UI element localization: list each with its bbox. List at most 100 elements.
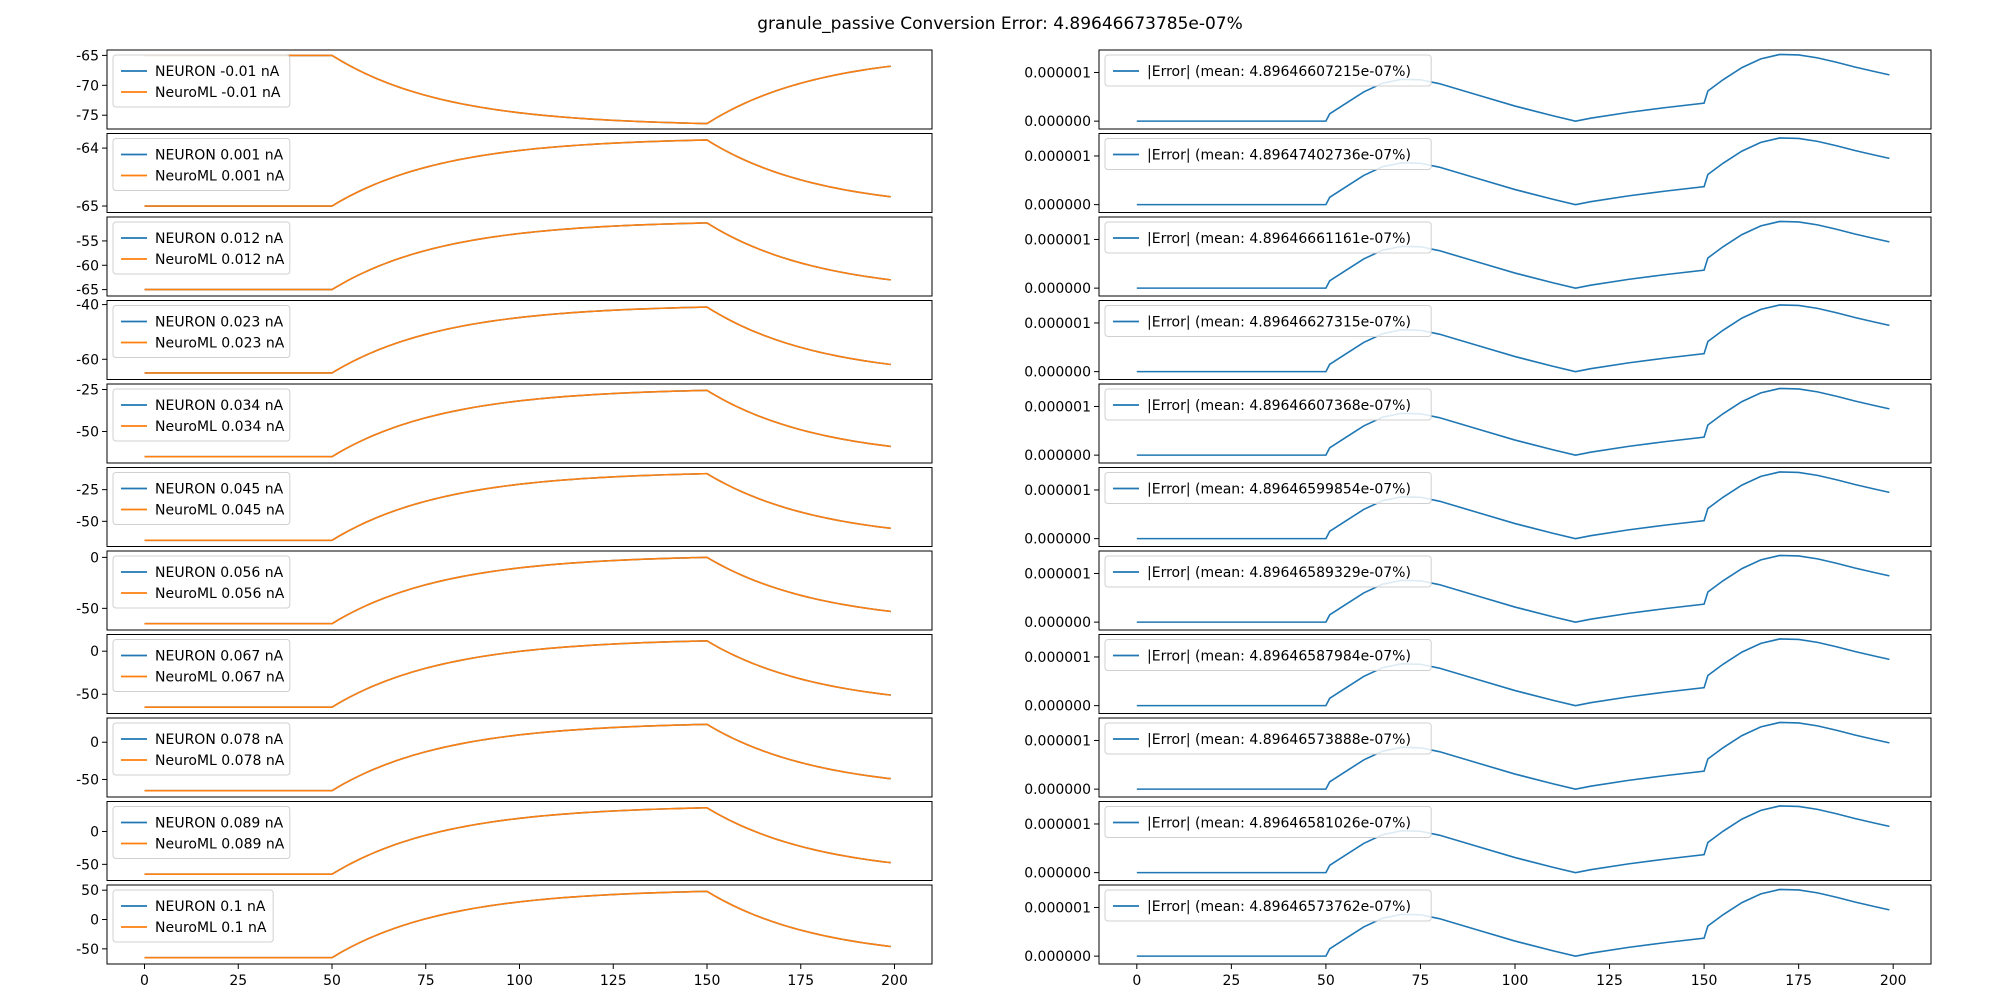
axes-frame [1098, 634, 1932, 714]
legend-box [112, 54, 291, 108]
legend-label: |Error| (mean: 4.89647402736e-07%) [1147, 148, 1411, 164]
y-tick-label: 0.000001 [1024, 316, 1091, 332]
legend-box [112, 221, 291, 275]
legend-label: |Error| (mean: 4.89646661161e-07%) [1147, 231, 1411, 247]
legend-box [112, 555, 291, 609]
legend-label: NEURON -0.01 nA [155, 64, 280, 80]
legend-label: NEURON 0.089 nA [155, 816, 284, 832]
y-tick-label: -50 [76, 772, 99, 788]
legend-label: NEURON 0.012 nA [155, 231, 284, 247]
voltage-panel-7: 0 -50 NEURON 0.067 nA NeuroML 0.067 nA [76, 634, 933, 714]
y-tick-label: 0.000001 [1024, 900, 1091, 916]
legend-label: NEURON 0.023 nA [155, 315, 284, 331]
legend-box [1104, 388, 1432, 421]
legend-label: NeuroML 0.089 nA [155, 837, 285, 853]
y-tick-label: -50 [76, 687, 99, 703]
neuroml-trace [144, 389, 891, 458]
y-tick-label: 0 [90, 644, 99, 660]
legend-label: NeuroML 0.023 nA [155, 336, 285, 352]
axes-frame [106, 801, 933, 881]
y-tick-label: -60 [76, 352, 99, 368]
x-tick-label: 200 [881, 973, 908, 989]
voltage-panel-4: -25 -50 NEURON 0.034 nA NeuroML 0.034 nA [76, 383, 933, 464]
error-panel-1: 0.000000 0.000001 |Error| (mean: 4.8964740… [1024, 133, 1932, 214]
voltage-panel-3: -40 -60 NEURON 0.023 nA NeuroML 0.023 nA [76, 298, 933, 380]
legend-box [112, 806, 291, 859]
x-tick-label: 125 [600, 973, 627, 989]
y-tick-label: 0.000000 [1024, 782, 1091, 798]
error-trace [1136, 554, 1890, 623]
legend-label: NeuroML 0.067 nA [155, 670, 285, 686]
legend-box [1104, 889, 1432, 922]
x-tick-label: 50 [323, 973, 341, 989]
error-trace [1136, 471, 1890, 540]
y-tick-label: 0.000001 [1024, 733, 1091, 749]
x-tick-label: 0 [140, 973, 149, 989]
legend-label: NeuroML -0.01 nA [155, 85, 281, 101]
axes-frame [106, 300, 933, 380]
y-tick-label: 0 [90, 550, 99, 566]
neuroml-trace [144, 306, 891, 374]
y-tick-label: 0.000000 [1024, 198, 1091, 214]
neuroml-trace [144, 806, 891, 876]
axes-frame [1098, 49, 1932, 130]
y-tick-label: 0.000001 [1024, 483, 1091, 499]
y-tick-label: 0.000001 [1024, 817, 1091, 833]
error-panel-6: 0.000000 0.000001 |Error| (mean: 4.8964658… [1024, 550, 1932, 631]
legend-label: NeuroML 0.056 nA [155, 586, 285, 602]
legend-label: NEURON 0.078 nA [155, 732, 284, 748]
legend-box [1104, 54, 1432, 87]
axes-frame [1098, 717, 1932, 798]
error-trace [1136, 387, 1890, 456]
axes-frame [1098, 133, 1932, 213]
legend-label: |Error| (mean: 4.89646573888e-07%) [1147, 732, 1411, 748]
x-tick-label: 100 [1502, 973, 1529, 989]
legend-box [1104, 806, 1432, 838]
y-tick-label: 50 [81, 883, 99, 899]
neuroml-trace [144, 222, 891, 291]
y-tick-label: 0 [90, 913, 99, 929]
x-tick-label: 100 [506, 973, 533, 989]
legend-label: NeuroML 0.045 nA [155, 503, 285, 519]
legend-label: NeuroML 0.012 nA [155, 252, 285, 268]
error-panel-10: 0.000000 0.000001 |Error| (mean: 4.8964657… [1024, 884, 1932, 989]
legend-label: NeuroML 0.034 nA [155, 419, 285, 435]
error-panel-5: 0.000000 0.000001 |Error| (mean: 4.8964659… [1024, 467, 1932, 548]
voltage-panel-1: -64 -65 NEURON 0.001 nA NeuroML 0.001 nA [76, 133, 933, 215]
neuroml-trace [144, 890, 891, 959]
legend-box [112, 472, 291, 525]
error-trace [1136, 721, 1890, 790]
axes-frame [1098, 801, 1932, 881]
y-tick-label: -50 [76, 601, 99, 617]
y-tick-label: 0.000000 [1024, 448, 1091, 464]
legend-box [112, 639, 291, 692]
y-tick-label: -25 [76, 383, 99, 399]
x-tick-label: 200 [1880, 973, 1907, 989]
y-tick-label: 0.000001 [1024, 232, 1091, 248]
error-panel-0: 0.000000 0.000001 |Error| (mean: 4.8964660… [1024, 49, 1932, 130]
voltage-panel-9: 0 -50 NEURON 0.089 nA NeuroML 0.089 nA [76, 801, 933, 881]
y-tick-label: 0.000000 [1024, 699, 1091, 715]
error-trace [1136, 304, 1890, 373]
y-tick-label: 0.000000 [1024, 866, 1091, 882]
error-trace [1136, 888, 1890, 957]
neuroml-trace [144, 723, 891, 792]
error-trace [1136, 137, 1890, 206]
error-trace [1136, 638, 1890, 707]
y-tick-label: -50 [76, 857, 99, 873]
y-tick-label: 0.000001 [1024, 650, 1091, 666]
neuroml-trace [144, 556, 891, 625]
legend-label: NeuroML 0.078 nA [155, 753, 285, 769]
y-tick-label: -50 [76, 424, 99, 440]
y-tick-label: 0.000001 [1024, 65, 1091, 81]
legend-box [1104, 305, 1432, 337]
y-tick-label: -65 [76, 199, 99, 215]
legend-label: |Error| (mean: 4.89646589329e-07%) [1147, 565, 1411, 581]
neuroml-trace [144, 472, 891, 542]
legend-box [112, 889, 274, 943]
voltage-panel-5: -25 -50 NEURON 0.045 nA NeuroML 0.045 nA [76, 467, 933, 547]
y-tick-label: -75 [76, 108, 99, 124]
legend-label: |Error| (mean: 4.89646581026e-07%) [1147, 816, 1411, 832]
x-tick-label: 150 [694, 973, 721, 989]
